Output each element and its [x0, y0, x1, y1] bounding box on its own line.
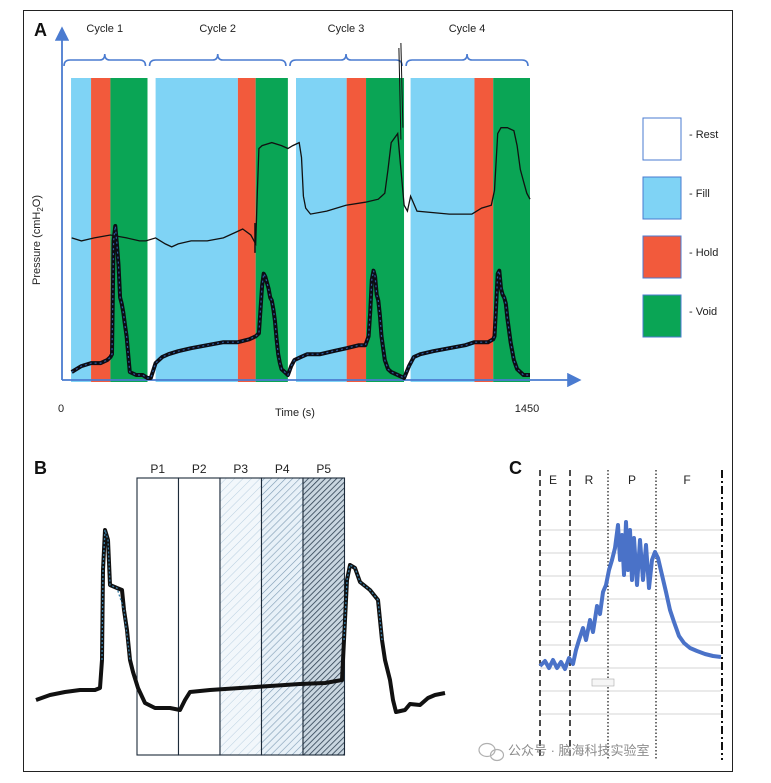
phase-bands [62, 78, 530, 382]
phase-band-hold-14 [474, 78, 494, 382]
x-tick-0: 0 [58, 403, 64, 415]
y-axis-label: Pressure (cmH2O) [31, 195, 45, 285]
legend-label-hold: - Hold [689, 247, 718, 259]
panel-b-label: B [34, 458, 47, 478]
cycle-bracket-3 [289, 53, 403, 67]
legend-label-fill: - Fill [689, 188, 710, 200]
legend-swatch-rest [642, 117, 682, 161]
period-label-p4: P4 [275, 462, 290, 476]
phase-label-f: F [683, 473, 690, 487]
chat-icon-secondary [489, 748, 505, 762]
phase-band-hold-2 [91, 78, 111, 382]
panel-c-label: C [509, 458, 522, 478]
phase-label-e: E [549, 473, 557, 487]
phase-band-rest-12 [404, 78, 411, 382]
legend-swatch-fill [642, 176, 682, 220]
small-inset-box [591, 678, 615, 687]
phase-band-void-15 [493, 78, 530, 382]
pressure-traces [70, 42, 531, 380]
artifact-spike [398, 42, 404, 140]
series-abdominal-pressure [71, 127, 531, 248]
panel-c: C E R P F [509, 458, 723, 760]
panel-a-label: A [34, 20, 47, 40]
phase-band-void-7 [255, 78, 288, 382]
period-box-p1 [136, 477, 180, 756]
cycle-bracket-1 [63, 53, 147, 67]
panel-b: B P1 P2 P3 P4 P5 [34, 458, 446, 756]
figure-frame [23, 10, 733, 772]
period-boxes: P1 P2 P3 P4 P5 [136, 462, 346, 756]
legend-label-rest: - Rest [689, 129, 718, 141]
legend-label-void: - Void [689, 306, 717, 318]
cycle-label-2: Cycle 2 [199, 23, 236, 35]
period-label-p2: P2 [192, 462, 207, 476]
phase-label-p: P [628, 473, 636, 487]
phase-band-rest-0 [62, 78, 72, 382]
phase-band-hold-6 [237, 78, 256, 382]
phase-band-rest-8 [287, 78, 296, 382]
period-box-p4 [260, 477, 304, 756]
phase-band-void-11 [366, 78, 405, 382]
period-label-p1: P1 [150, 462, 165, 476]
cycle-label-4: Cycle 4 [449, 23, 486, 35]
panel-c-trace [538, 520, 722, 671]
phase-band-fill-9 [296, 78, 347, 382]
period-label-p5: P5 [316, 462, 331, 476]
cycle-brackets: Cycle 1 Cycle 2 Cycle 3 Cycle 4 [63, 23, 529, 67]
x-axis-label: Time (s) [275, 407, 315, 419]
watermark-text: 公众号 · 脑海科技实验室 [508, 743, 650, 758]
phase-band-hold-10 [346, 78, 367, 382]
phase-band-rest-4 [147, 78, 156, 382]
panel-b-trace [35, 528, 446, 714]
period-label-p3: P3 [233, 462, 248, 476]
legend: - Rest - Fill - Hold - Void [642, 117, 718, 338]
period-box-p3 [219, 477, 263, 756]
cycle-label-3: Cycle 3 [328, 23, 365, 35]
panel-a: A Cycle 1 Cycle 2 Cycle 3 Cycle 4 0 1450 Ti… [31, 20, 718, 419]
legend-swatch-hold [642, 235, 682, 279]
period-box-p5 [302, 477, 346, 756]
phase-label-r: R [585, 473, 594, 487]
legend-swatch-void [642, 294, 682, 338]
cycle-bracket-2 [148, 53, 287, 67]
phase-band-fill-13 [410, 78, 475, 382]
series-bladder-pressure [70, 224, 530, 380]
x-tick-1450: 1450 [515, 403, 539, 415]
watermark: 公众号 · 脑海科技实验室 [478, 742, 650, 762]
panel-b-trace-highlight [101, 529, 383, 661]
phase-band-fill-1 [71, 78, 92, 382]
cycle-bracket-4 [405, 53, 529, 67]
cycle-label-1: Cycle 1 [86, 23, 123, 35]
chat-icon [478, 742, 496, 758]
period-box-p2 [177, 477, 221, 756]
phase-band-fill-5 [155, 78, 238, 382]
